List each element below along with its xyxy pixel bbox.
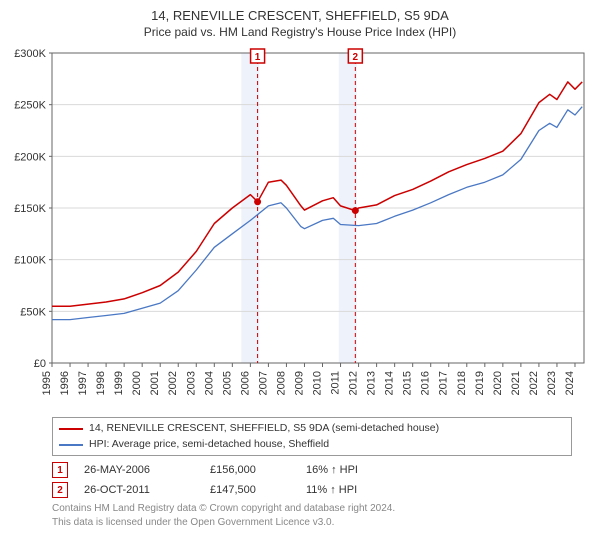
svg-text:2023: 2023 (546, 371, 558, 395)
svg-text:1995: 1995 (41, 371, 53, 395)
chart-area: £0 £50K £100K £150K £200K £250K £300K 1995 1996 1… (0, 43, 600, 413)
svg-text:2: 2 (353, 52, 359, 63)
event-marker: 2 (52, 482, 68, 498)
svg-text:1996: 1996 (59, 371, 71, 395)
svg-text:2020: 2020 (492, 371, 504, 395)
svg-text:2017: 2017 (438, 371, 450, 395)
svg-text:£150K: £150K (14, 203, 46, 215)
svg-text:1999: 1999 (113, 371, 125, 395)
svg-text:2004: 2004 (203, 371, 215, 395)
svg-text:2018: 2018 (456, 371, 468, 395)
footer-attribution: Contains HM Land Registry data © Crown c… (52, 502, 572, 529)
svg-text:2012: 2012 (348, 371, 360, 395)
svg-text:2016: 2016 (420, 371, 432, 395)
legend-box: 14, RENEVILLE CRESCENT, SHEFFIELD, S5 9D… (52, 417, 572, 457)
event-table: 1 26-MAY-2006 £156,000 16% ↑ HPI 2 26-OCT-201… (52, 462, 572, 498)
svg-text:2015: 2015 (402, 371, 414, 395)
svg-text:2000: 2000 (131, 371, 143, 395)
svg-text:2011: 2011 (330, 371, 342, 395)
chart-title: 14, RENEVILLE CRESCENT, SHEFFIELD, S5 9D… (0, 0, 600, 25)
svg-text:1998: 1998 (95, 371, 107, 395)
svg-text:2024: 2024 (564, 371, 576, 395)
svg-text:2002: 2002 (167, 371, 179, 395)
legend-item: 14, RENEVILLE CRESCENT, SHEFFIELD, S5 9D… (59, 421, 565, 437)
legend-label: 14, RENEVILLE CRESCENT, SHEFFIELD, S5 9D… (89, 421, 439, 437)
svg-text:£0: £0 (34, 358, 46, 370)
event-date: 26-MAY-2006 (84, 464, 194, 476)
legend-item: HPI: Average price, semi-detached house,… (59, 437, 565, 453)
svg-text:2007: 2007 (257, 371, 269, 395)
line-chart-svg: £0 £50K £100K £150K £200K £250K £300K 1995 1996 1… (0, 43, 600, 413)
svg-text:£200K: £200K (14, 151, 46, 163)
event-marker: 1 (52, 462, 68, 478)
legend-label: HPI: Average price, semi-detached house,… (89, 437, 329, 453)
event-row: 2 26-OCT-2011 £147,500 11% ↑ HPI (52, 482, 572, 498)
legend-swatch (59, 428, 83, 430)
footer-line: Contains HM Land Registry data © Crown c… (52, 502, 572, 516)
svg-text:2021: 2021 (510, 371, 522, 395)
svg-text:2009: 2009 (293, 371, 305, 395)
event-price: £147,500 (210, 484, 290, 496)
svg-text:1: 1 (255, 52, 261, 63)
svg-text:£250K: £250K (14, 100, 46, 112)
svg-text:£100K: £100K (14, 255, 46, 267)
chart-container: 14, RENEVILLE CRESCENT, SHEFFIELD, S5 9D… (0, 0, 600, 560)
svg-text:2014: 2014 (384, 371, 396, 395)
svg-text:2005: 2005 (221, 371, 233, 395)
svg-text:1997: 1997 (77, 371, 89, 395)
svg-text:2001: 2001 (149, 371, 161, 395)
event-delta: 16% ↑ HPI (306, 464, 396, 476)
svg-text:2019: 2019 (474, 371, 486, 395)
svg-text:£50K: £50K (20, 306, 46, 318)
event-delta: 11% ↑ HPI (306, 484, 396, 496)
svg-text:2003: 2003 (185, 371, 197, 395)
svg-text:2022: 2022 (528, 371, 540, 395)
event-price: £156,000 (210, 464, 290, 476)
svg-text:2006: 2006 (239, 371, 251, 395)
legend-swatch (59, 444, 83, 446)
svg-text:2008: 2008 (275, 371, 287, 395)
svg-text:2010: 2010 (312, 371, 324, 395)
svg-text:£300K: £300K (14, 48, 46, 60)
event-date: 26-OCT-2011 (84, 484, 194, 496)
event-row: 1 26-MAY-2006 £156,000 16% ↑ HPI (52, 462, 572, 478)
svg-text:2013: 2013 (366, 371, 378, 395)
chart-subtitle: Price paid vs. HM Land Registry's House … (0, 25, 600, 43)
footer-line: This data is licensed under the Open Gov… (52, 516, 572, 530)
